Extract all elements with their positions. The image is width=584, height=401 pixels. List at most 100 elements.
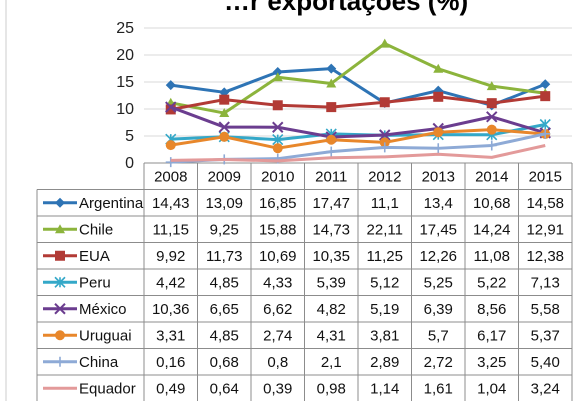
legend-key-marker-china: [55, 356, 65, 367]
y-tick-label-5: 5: [125, 128, 134, 145]
data-label-eua-2011: 10,35: [312, 248, 350, 265]
data-point-chile-2013: [433, 63, 444, 73]
series-line-eua: [170, 94, 546, 111]
data-label-peru-2015: 7,13: [531, 274, 560, 291]
data-label-china-2012: 2,89: [370, 354, 399, 371]
legend-key-marker-peru: [54, 276, 66, 288]
data-point-china-2012: [379, 142, 390, 153]
legend-key-marker-eua: [55, 250, 65, 261]
y-tick-label-25: 25: [116, 20, 134, 37]
data-label-chile-2012: 22,11: [367, 221, 403, 238]
data-label-equador-2009: 0,64: [210, 380, 239, 397]
data-point-peru-2015: [539, 118, 551, 131]
data-point-chile-2009: [219, 108, 230, 118]
data-point-eua-2011: [326, 102, 337, 113]
data-label-uruguai-2015: 5,37: [531, 327, 560, 344]
legend-key-marker-mexico: [54, 303, 66, 315]
data-label-mexico-2008: 10,36: [152, 301, 190, 318]
data-label-uruguai-2010: 2,74: [263, 327, 292, 344]
data-label-mexico-2012: 5,19: [370, 301, 399, 318]
data-label-argentina-2014: 10,68: [473, 195, 511, 212]
data-label-argentina-2011: 17,47: [312, 195, 350, 212]
data-label-eua-2009: 11,73: [206, 248, 242, 265]
data-point-argentina-2015: [540, 79, 551, 90]
data-label-eua-2013: 12,26: [419, 248, 457, 265]
data-point-argentina-2011: [326, 63, 337, 74]
data-point-china-2011: [326, 146, 337, 157]
data-label-eua-2012: 11,25: [367, 248, 403, 265]
data-point-china-2008: [165, 157, 176, 168]
data-point-chile-2012: [379, 38, 390, 48]
data-point-argentina-2010: [272, 67, 283, 78]
series-line-chile: [170, 42, 546, 115]
data-label-china-2013: 2,72: [424, 354, 453, 371]
data-point-mexico-2010: [272, 121, 284, 133]
data-label-chile-2013: 17,45: [419, 221, 457, 238]
x-tick-label-2012: 2012: [368, 168, 401, 185]
data-point-uruguai-2014: [486, 124, 497, 135]
data-label-china-2015: 5,40: [531, 354, 560, 371]
data-point-eua-2010: [272, 100, 283, 111]
x-tick-label-2013: 2013: [422, 168, 455, 185]
data-label-equador-2010: 0,39: [263, 380, 292, 397]
data-label-chile-2014: 14,24: [473, 221, 511, 238]
data-label-argentina-2009: 13,09: [205, 195, 243, 212]
x-tick-label-2011: 2011: [315, 168, 347, 185]
data-label-argentina-2010: 16,85: [259, 195, 297, 212]
data-label-eua-2015: 12,38: [526, 248, 564, 265]
data-label-mexico-2015: 5,58: [531, 301, 560, 318]
series-line-uruguai: [170, 128, 546, 150]
data-label-china-2011: 2,1: [321, 354, 342, 371]
data-point-eua-2009: [219, 94, 230, 105]
x-tick-label-2009: 2009: [208, 168, 241, 185]
legend-key-marker-uruguai: [55, 330, 65, 341]
x-tick-label-2015: 2015: [529, 168, 562, 185]
data-label-china-2010: 0,8: [267, 354, 288, 371]
data-label-argentina-2012: 11,1: [371, 195, 399, 212]
data-point-chile-2010: [272, 72, 283, 82]
data-label-eua-2010: 10,69: [259, 248, 297, 265]
data-label-argentina-2008: 14,43: [152, 195, 190, 212]
data-label-mexico-2009: 6,65: [210, 301, 239, 318]
legend-label-argentina: Argentina: [79, 195, 144, 212]
data-label-mexico-2011: 4,82: [317, 301, 346, 318]
x-tick-label-2014: 2014: [475, 168, 508, 185]
data-label-chile-2011: 14,73: [312, 221, 350, 238]
series-line-mexico: [170, 105, 546, 139]
data-label-equador-2013: 1,61: [424, 380, 453, 397]
data-label-uruguai-2014: 6,17: [477, 327, 506, 344]
data-point-eua-2012: [379, 97, 390, 108]
legend-key-marker-chile: [55, 224, 65, 234]
data-label-peru-2009: 4,85: [210, 274, 239, 291]
legend-label-eua: EUA: [79, 248, 110, 265]
legend-label-chile: Chile: [79, 221, 113, 238]
data-label-peru-2013: 5,25: [424, 274, 453, 291]
legend-label-equador: Equador: [79, 380, 136, 397]
data-label-argentina-2015: 14,58: [526, 195, 564, 212]
data-label-argentina-2013: 13,4: [424, 195, 453, 212]
data-point-eua-2014: [486, 98, 497, 109]
y-tick-label-20: 20: [116, 47, 134, 64]
data-point-uruguai-2009: [219, 131, 230, 142]
data-point-uruguai-2013: [433, 127, 444, 138]
data-point-eua-2015: [540, 91, 551, 102]
data-point-china-2014: [486, 140, 497, 151]
data-label-chile-2015: 12,91: [526, 221, 564, 238]
data-label-chile-2008: 11,15: [153, 221, 189, 238]
data-point-eua-2008: [165, 104, 176, 115]
series-line-equador: [170, 144, 546, 163]
data-label-uruguai-2011: 4,31: [317, 327, 346, 344]
data-label-mexico-2013: 6,39: [424, 301, 453, 318]
legend-key-marker-argentina: [55, 197, 65, 208]
legend-label-uruguai: Uruguai: [79, 327, 132, 344]
data-point-china-2015: [540, 128, 551, 139]
data-point-eua-2013: [433, 91, 444, 102]
legend-label-peru: Peru: [79, 274, 111, 291]
data-point-china-2013: [433, 143, 444, 154]
data-label-china-2009: 0,68: [210, 354, 239, 371]
y-tick-label-10: 10: [116, 101, 134, 118]
data-label-uruguai-2009: 4,85: [210, 327, 239, 344]
data-label-peru-2008: 4,42: [156, 274, 185, 291]
